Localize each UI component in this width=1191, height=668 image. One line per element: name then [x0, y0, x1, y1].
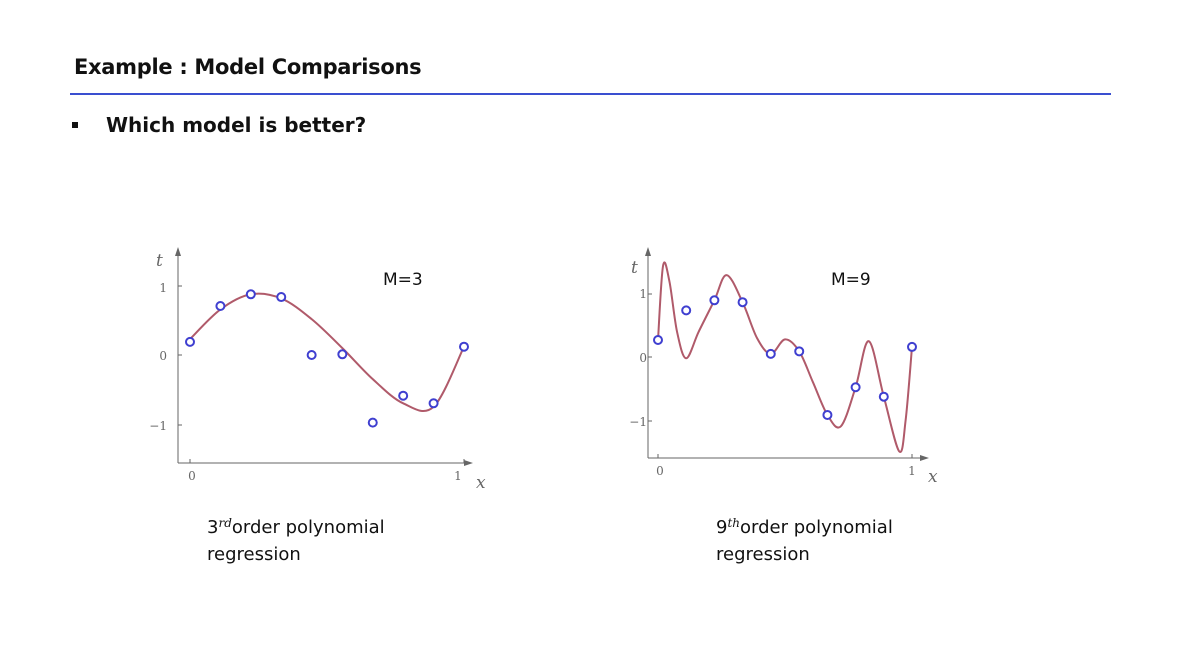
- x-tick-label: 0: [188, 469, 196, 483]
- y-tick-label: 1: [639, 287, 647, 301]
- x-axis-label: x: [928, 467, 938, 487]
- data-point: [459, 341, 469, 352]
- x-axis-label: x: [476, 473, 486, 493]
- y-tick-label: 0: [159, 349, 167, 363]
- y-axis-arrow-icon: [645, 247, 651, 256]
- chart-axes: [645, 247, 929, 461]
- fit-curve: [189, 292, 465, 413]
- data-points-layer: [653, 295, 917, 420]
- caption-power: 3: [207, 517, 219, 538]
- y-axis-arrow-icon: [175, 247, 181, 256]
- caption-line1: order polynomial: [231, 517, 385, 538]
- y-tick-label: 1: [159, 281, 167, 295]
- x-axis-arrow-icon: [920, 455, 929, 461]
- x-tick-label: 1: [908, 464, 916, 478]
- fit-curve-layer: [657, 261, 913, 453]
- fit-curve-layer: [189, 292, 465, 413]
- bullet-item: Which model is better?: [72, 113, 366, 137]
- caption-line2: regression: [207, 544, 301, 565]
- data-point: [709, 295, 720, 306]
- bullet-text: Which model is better?: [106, 113, 367, 137]
- chart-axes: [175, 247, 473, 466]
- caption-power: 9: [716, 517, 728, 538]
- data-point: [681, 305, 692, 316]
- caption-line1: order polynomial: [740, 517, 893, 538]
- data-point: [185, 336, 195, 347]
- data-point: [398, 390, 409, 401]
- y-axis-label: t: [156, 251, 163, 271]
- chart-m3: M=3 t x 1 0 −1 0 1: [149, 247, 486, 493]
- caption-m9: 9thorder polynomial regression: [716, 510, 893, 568]
- fit-curve: [657, 261, 913, 453]
- data-point: [765, 348, 776, 359]
- slide-title: Example : Model Comparisons: [74, 55, 422, 79]
- x-tick-label: 0: [656, 464, 664, 478]
- caption-suffix: rd: [218, 516, 232, 530]
- caption-suffix: th: [727, 516, 741, 530]
- x-tick-label: 1: [454, 469, 462, 483]
- data-point: [794, 346, 805, 357]
- y-tick-label: −1: [149, 419, 167, 433]
- y-axis-label: t: [631, 258, 638, 278]
- data-point: [215, 301, 226, 312]
- data-point: [907, 341, 917, 352]
- data-point: [653, 334, 663, 345]
- x-axis-arrow-icon: [464, 460, 473, 466]
- data-point: [850, 382, 861, 393]
- chart-annotation: M=3: [383, 270, 423, 290]
- chart-m9: M=9 t x 1 0 −1 0 1: [629, 247, 938, 487]
- data-point: [822, 409, 833, 420]
- chart-annotation: M=9: [831, 270, 871, 290]
- y-tick-label: 0: [639, 351, 647, 365]
- data-point: [878, 391, 889, 402]
- data-point: [428, 398, 439, 409]
- data-point: [337, 349, 348, 360]
- caption-line2: regression: [716, 544, 810, 565]
- data-point: [276, 292, 287, 303]
- data-points-layer: [185, 289, 469, 428]
- y-tick-label: −1: [629, 415, 647, 429]
- data-point: [306, 350, 317, 360]
- data-point: [737, 297, 748, 308]
- bullet-square-icon: [72, 122, 78, 128]
- title-rule: [70, 93, 1111, 95]
- data-point: [367, 417, 378, 428]
- caption-m3: 3rdorder polynomial regression: [207, 510, 385, 568]
- data-point: [245, 289, 256, 300]
